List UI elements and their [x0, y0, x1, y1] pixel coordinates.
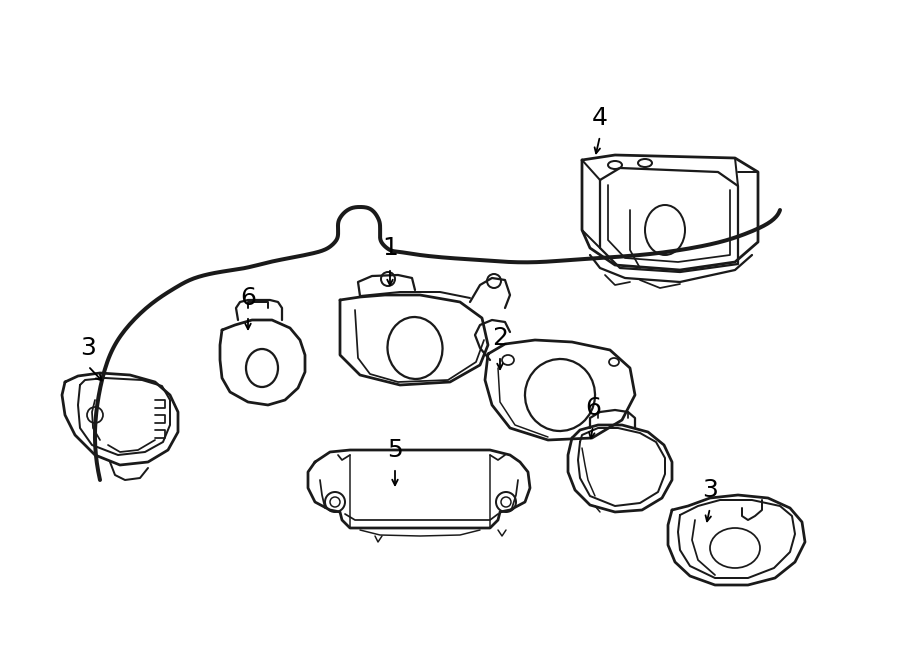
Text: 4: 4: [592, 106, 608, 130]
Text: 5: 5: [387, 438, 403, 462]
Text: 6: 6: [240, 286, 256, 310]
Text: 3: 3: [702, 478, 718, 502]
Text: 2: 2: [492, 326, 508, 350]
Text: 6: 6: [585, 396, 601, 420]
Text: 1: 1: [382, 236, 398, 260]
Text: 3: 3: [80, 336, 96, 360]
